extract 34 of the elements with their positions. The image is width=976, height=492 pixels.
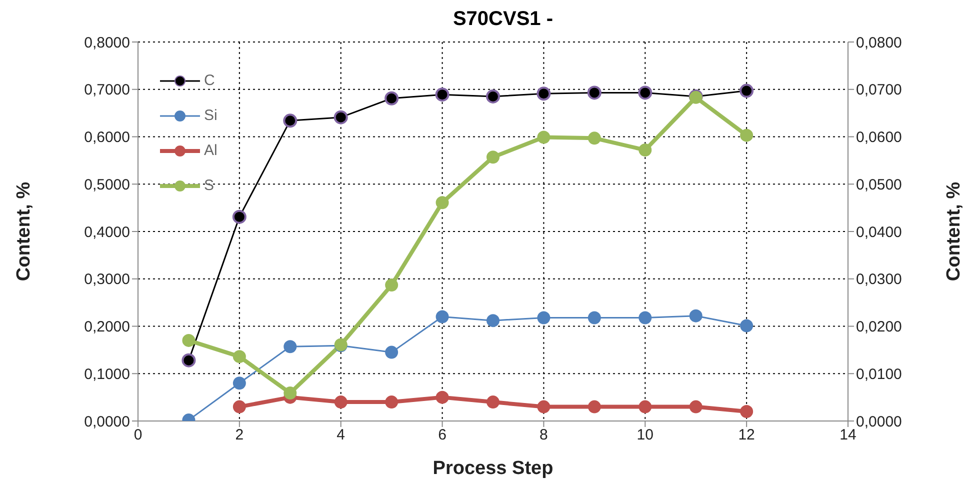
x-tick-label: 0: [134, 426, 142, 444]
x-tick-label: 12: [738, 426, 755, 444]
y2-tick-label: 0,0500: [856, 176, 902, 194]
y2-tick-label: 0,0800: [856, 34, 902, 52]
y-axis-title: Content, %: [14, 182, 35, 282]
legend-label: S: [204, 177, 214, 194]
chart-title: S70CVS1 -: [452, 8, 554, 32]
y2-tick-label: 0,0300: [856, 271, 902, 288]
y-tick-label: 0,0000: [84, 413, 130, 430]
x-tick-label: 10: [636, 426, 654, 444]
y-tick-label: 0,7000: [84, 82, 130, 99]
y2-tick-label: 0,0400: [856, 224, 902, 241]
legend-label: Si: [204, 107, 218, 124]
y-tick-label: 0,6000: [84, 129, 130, 146]
y-tick-label: 0,3000: [84, 271, 130, 288]
x-tick-label: 4: [336, 426, 346, 444]
y-tick-label: 0,8000: [84, 34, 130, 52]
y-tick-label: 0,4000: [84, 224, 130, 241]
x-tick-label: 8: [540, 426, 548, 444]
x-tick-label: 2: [235, 426, 244, 444]
legend-label: Al: [204, 142, 218, 159]
x-tick-label: 6: [438, 426, 446, 444]
y2-tick-label: 0,0600: [856, 129, 902, 146]
y2-tick-label: 0,0100: [856, 366, 902, 383]
y2-tick-label: 0,0000: [856, 413, 902, 430]
y-tick-label: 0,1000: [84, 366, 130, 383]
y2-tick-label: 0,0200: [856, 318, 902, 336]
y-tick-label: 0,5000: [84, 176, 130, 194]
legend-label: C: [204, 72, 215, 89]
y-tick-label: 0,2000: [84, 318, 130, 336]
x-tick-label: 14: [840, 426, 856, 444]
x-axis-title: Process Step: [432, 458, 554, 479]
y2-tick-label: 0,0700: [856, 82, 902, 99]
y2-axis-title: Content, %: [944, 182, 965, 282]
